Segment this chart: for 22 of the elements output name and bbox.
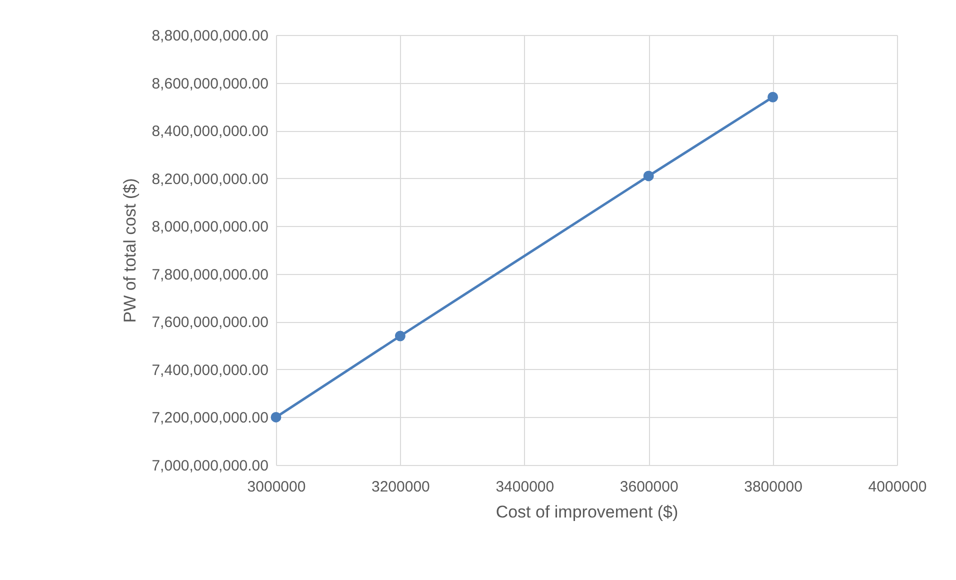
point	[643, 170, 654, 182]
x-tick-label: 4000000	[868, 478, 927, 496]
y-tick-label: 8,400,000,000.00	[152, 123, 268, 140]
point	[394, 330, 406, 342]
x-tick-label: 3400000	[496, 478, 554, 496]
y-tick-label: 8,200,000,000.00	[152, 170, 268, 188]
y-tick-label: 7,600,000,000.00	[152, 314, 268, 332]
y-tick-label: 8,600,000,000.00	[152, 75, 268, 92]
y-tick-label: 7,200,000,000.00	[152, 410, 268, 427]
x-tick-label: 3800000	[744, 478, 803, 496]
y-tick-label: 7,400,000,000.00	[152, 362, 268, 379]
y-axis-title: PW of total cost ($)	[120, 178, 140, 323]
point	[768, 92, 778, 102]
point	[270, 412, 282, 422]
y-tick-label: 7,800,000,000.00	[152, 266, 268, 284]
y-tick-label: 8,800,000,000.00	[152, 28, 268, 44]
y-tick-label: 7,000,000,000.00	[152, 458, 268, 474]
x-tick-label: 3200000	[371, 478, 430, 496]
x-tick-label: 3000000	[247, 478, 306, 496]
x-tick-label: 3600000	[620, 478, 678, 496]
y-tick-label: 8,000,000,000.00	[152, 218, 268, 236]
x-axis-title: Cost of improvement ($)	[496, 502, 678, 522]
